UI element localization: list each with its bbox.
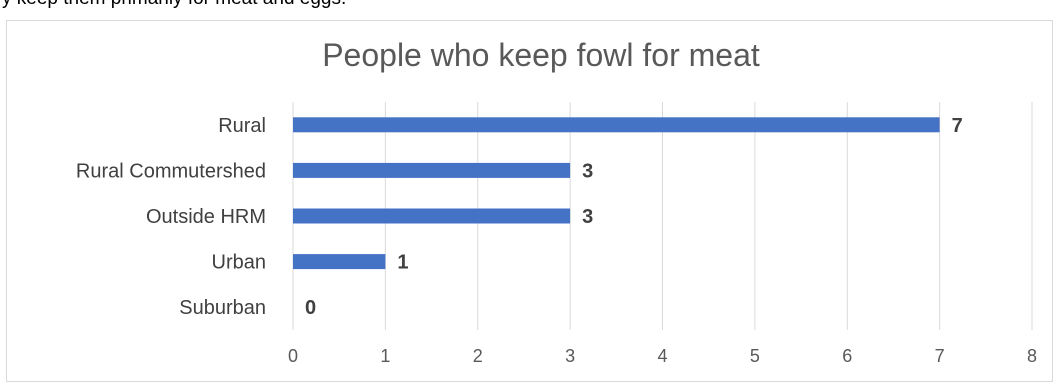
chart-container [6, 20, 1053, 382]
category-label: Rural [218, 115, 266, 137]
preceding-text-line: y keep them primarily for meat and eggs. [2, 0, 346, 10]
category-label: Suburban [179, 297, 266, 319]
value-label: 3 [582, 206, 593, 228]
value-labels: 7 3 3 1 0 [305, 115, 963, 319]
category-label: Rural Commutershed [76, 160, 266, 182]
chart-title: People who keep fowl for meat [322, 37, 760, 73]
x-tick-labels: 0 1 2 3 4 5 6 7 8 [288, 346, 1037, 366]
value-label: 0 [305, 297, 316, 319]
category-label: Outside HRM [146, 206, 266, 228]
category-label: Urban [212, 252, 266, 274]
value-label: 3 [582, 160, 593, 182]
x-tick-label: 8 [1027, 346, 1037, 366]
bar [293, 117, 940, 133]
x-tick-label: 3 [565, 346, 575, 366]
x-tick-label: 2 [473, 346, 483, 366]
value-label: 1 [397, 252, 408, 274]
x-tick-label: 0 [288, 346, 298, 366]
bars [293, 117, 940, 270]
value-label: 7 [952, 115, 963, 137]
x-tick-label: 6 [842, 346, 852, 366]
x-tick-label: 7 [935, 346, 945, 366]
bar [293, 162, 571, 178]
x-tick-label: 5 [750, 346, 760, 366]
x-tick-label: 4 [657, 346, 667, 366]
bar [293, 208, 571, 224]
category-labels: Rural Rural Commutershed Outside HRM Urban S… [76, 115, 266, 319]
bar [293, 254, 386, 270]
x-tick-label: 1 [380, 346, 390, 366]
